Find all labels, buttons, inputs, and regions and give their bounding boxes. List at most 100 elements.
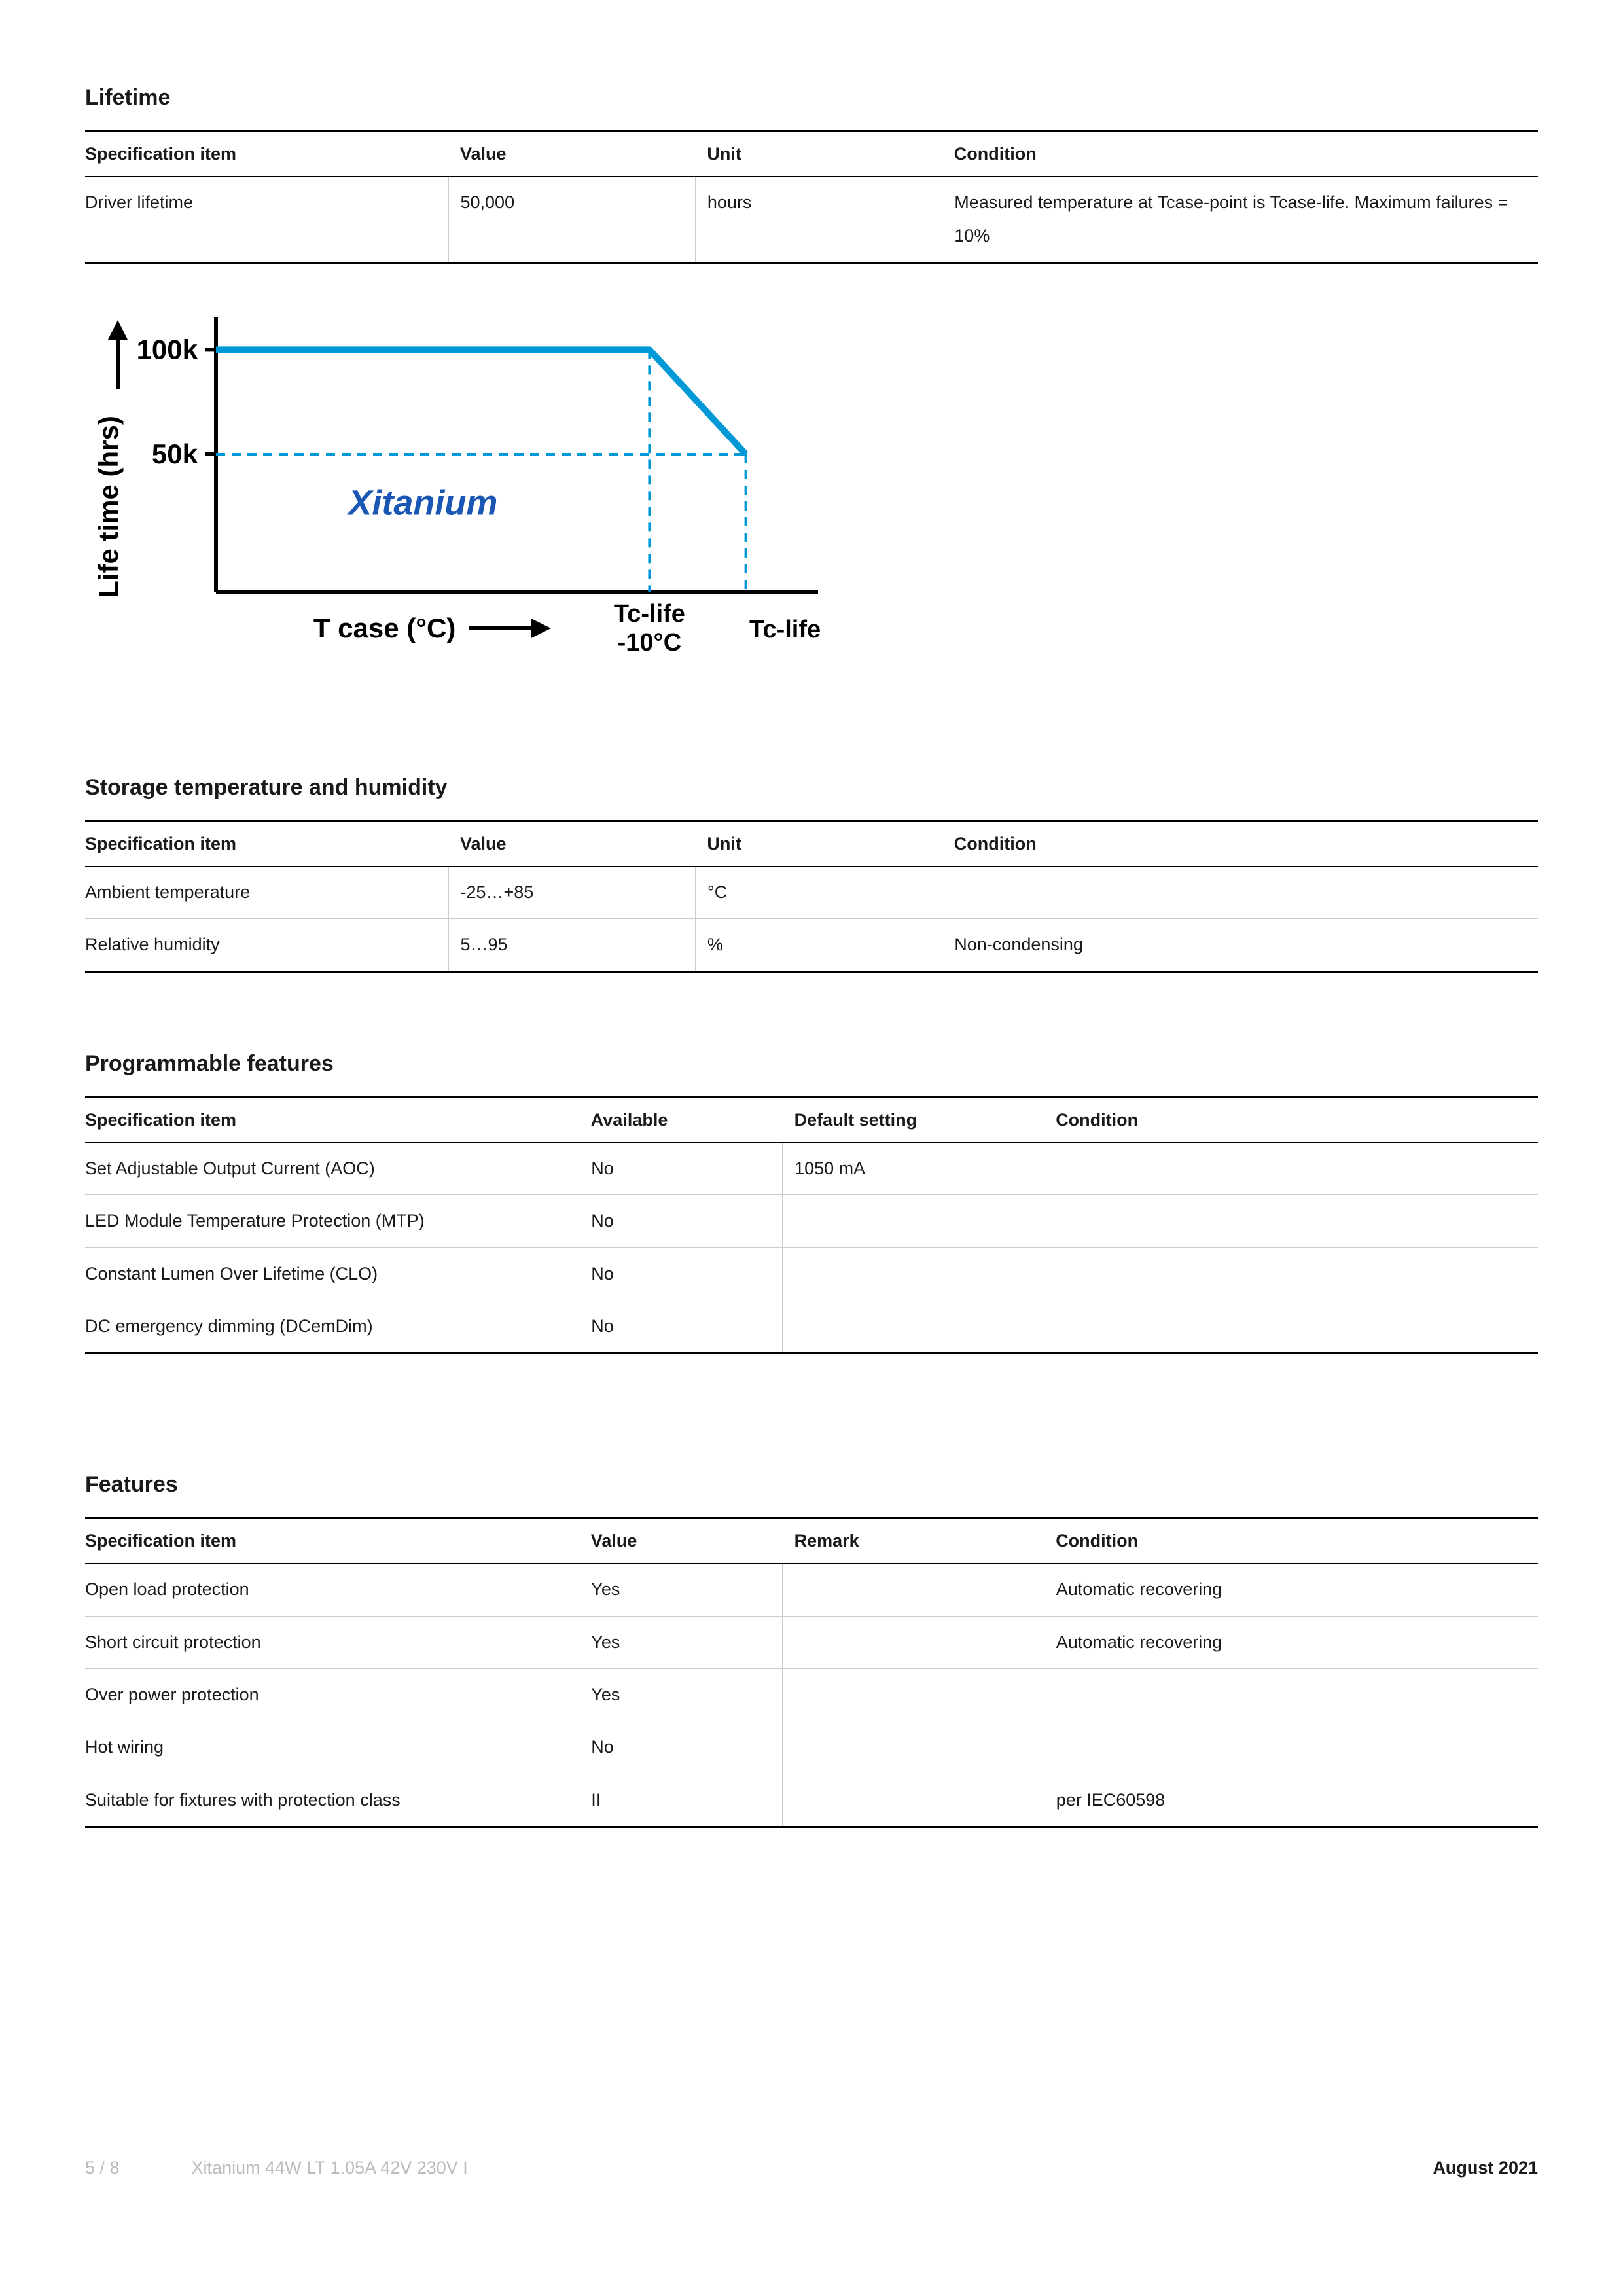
svg-text:100k: 100k: [137, 334, 198, 365]
section-lifetime: Lifetime Specification item Value Unit C…: [85, 85, 1538, 264]
table-row: Set Adjustable Output Current (AOC)No105…: [85, 1143, 1538, 1195]
table-cell: Automatic recovering: [1044, 1616, 1538, 1668]
th: Condition: [942, 821, 1538, 866]
svg-text:Tc-life: Tc-life: [614, 600, 685, 628]
table-cell: [783, 1668, 1044, 1721]
table-cell: Measured temperature at Tcase-point is T…: [942, 177, 1538, 264]
table-cell: [1044, 1300, 1538, 1354]
table-row: LED Module Temperature Protection (MTP)N…: [85, 1195, 1538, 1247]
heading-storage: Storage temperature and humidity: [85, 775, 1538, 800]
table-cell: Non-condensing: [942, 918, 1538, 971]
table-cell: [1044, 1721, 1538, 1774]
heading-programmable: Programmable features: [85, 1051, 1538, 1077]
th: Specification item: [85, 821, 448, 866]
table-cell: -25…+85: [448, 866, 695, 918]
table-cell: [1044, 1195, 1538, 1247]
table-cell: No: [579, 1721, 783, 1774]
section-programmable: Programmable features Specification item…: [85, 1051, 1538, 1354]
table-cell: [783, 1616, 1044, 1668]
th: Value: [579, 1518, 783, 1564]
lifetime-chart-svg: 100k 50k Life time (hrs) Xitanium T case (°C…: [85, 291, 851, 683]
table-cell: [783, 1195, 1044, 1247]
th: Available: [579, 1098, 783, 1143]
svg-text:Xitanium: Xitanium: [346, 483, 497, 522]
svg-text:Tc-life: Tc-life: [749, 616, 821, 643]
table-programmable: Specification item Available Default set…: [85, 1096, 1538, 1354]
heading-lifetime: Lifetime: [85, 85, 1538, 111]
table-cell: Driver lifetime: [85, 177, 448, 264]
table-cell: %: [695, 918, 942, 971]
table-cell: [783, 1774, 1044, 1827]
table-cell: [783, 1564, 1044, 1616]
table-cell: No: [579, 1195, 783, 1247]
table-row: DC emergency dimming (DCemDim)No: [85, 1300, 1538, 1354]
table-cell: No: [579, 1247, 783, 1300]
table-row: Ambient temperature-25…+85°C: [85, 866, 1538, 918]
th: Remark: [783, 1518, 1044, 1564]
table-cell: 1050 mA: [783, 1143, 1044, 1195]
table-cell: [1044, 1247, 1538, 1300]
table-cell: [783, 1247, 1044, 1300]
table-cell: [942, 866, 1538, 918]
table-cell: Yes: [579, 1616, 783, 1668]
table-cell: Relative humidity: [85, 918, 448, 971]
footer-product: Xitanium 44W LT 1.05A 42V 230V I: [192, 2158, 468, 2178]
table-cell: DC emergency dimming (DCemDim): [85, 1300, 579, 1354]
tbody-storage: Ambient temperature-25…+85°CRelative hum…: [85, 866, 1538, 972]
table-cell: Yes: [579, 1668, 783, 1721]
table-row: Driver lifetime50,000hoursMeasured tempe…: [85, 177, 1538, 264]
table-features: Specification item Value Remark Conditio…: [85, 1517, 1538, 1827]
table-cell: Suitable for fixtures with protection cl…: [85, 1774, 579, 1827]
th: Condition: [1044, 1518, 1538, 1564]
th: Unit: [695, 821, 942, 866]
table-row: Relative humidity5…95%Non-condensing: [85, 918, 1538, 971]
table-row: Open load protectionYes Automatic recover…: [85, 1564, 1538, 1616]
svg-text:-10°C: -10°C: [618, 629, 682, 656]
table-cell: hours: [695, 177, 942, 264]
th: Specification item: [85, 1098, 579, 1143]
th: Specification item: [85, 132, 448, 177]
th: Unit: [695, 132, 942, 177]
lifetime-chart: 100k 50k Life time (hrs) Xitanium T case (°C…: [85, 291, 1538, 683]
table-cell: II: [579, 1774, 783, 1827]
tbody-features: Open load protectionYes Automatic recover…: [85, 1564, 1538, 1827]
th: Value: [448, 132, 695, 177]
table-cell: No: [579, 1143, 783, 1195]
footer-page: 5 / 8: [85, 2158, 120, 2178]
th: Condition: [942, 132, 1538, 177]
table-cell: Open load protection: [85, 1564, 579, 1616]
table-lifetime: Specification item Value Unit Condition …: [85, 130, 1538, 264]
svg-text:T case (°C): T case (°C): [313, 613, 456, 643]
tbody-lifetime: Driver lifetime50,000hoursMeasured tempe…: [85, 177, 1538, 264]
table-cell: Set Adjustable Output Current (AOC): [85, 1143, 579, 1195]
table-row: Suitable for fixtures with protection cl…: [85, 1774, 1538, 1827]
table-cell: Automatic recovering: [1044, 1564, 1538, 1616]
th: Value: [448, 821, 695, 866]
th: Specification item: [85, 1518, 579, 1564]
table-cell: [783, 1721, 1044, 1774]
table-cell: °C: [695, 866, 942, 918]
footer-date: August 2021: [1433, 2158, 1538, 2178]
table-cell: Short circuit protection: [85, 1616, 579, 1668]
th: Condition: [1044, 1098, 1538, 1143]
svg-text:50k: 50k: [152, 439, 198, 469]
table-row: Short circuit protectionYes Automatic rec…: [85, 1616, 1538, 1668]
table-cell: [783, 1300, 1044, 1354]
section-storage: Storage temperature and humidity Specifi…: [85, 775, 1538, 973]
table-row: Over power protectionYes: [85, 1668, 1538, 1721]
table-cell: Hot wiring: [85, 1721, 579, 1774]
svg-text:Life time (hrs): Life time (hrs): [93, 416, 124, 598]
table-cell: LED Module Temperature Protection (MTP): [85, 1195, 579, 1247]
heading-features: Features: [85, 1472, 1538, 1498]
table-storage: Specification item Value Unit Condition …: [85, 820, 1538, 973]
th: Default setting: [783, 1098, 1044, 1143]
table-cell: 50,000: [448, 177, 695, 264]
table-cell: Ambient temperature: [85, 866, 448, 918]
table-cell: [1044, 1143, 1538, 1195]
table-cell: Over power protection: [85, 1668, 579, 1721]
table-cell: [1044, 1668, 1538, 1721]
section-features: Features Specification item Value Remark…: [85, 1472, 1538, 1827]
table-cell: No: [579, 1300, 783, 1354]
tbody-programmable: Set Adjustable Output Current (AOC)No105…: [85, 1143, 1538, 1354]
table-cell: Yes: [579, 1564, 783, 1616]
